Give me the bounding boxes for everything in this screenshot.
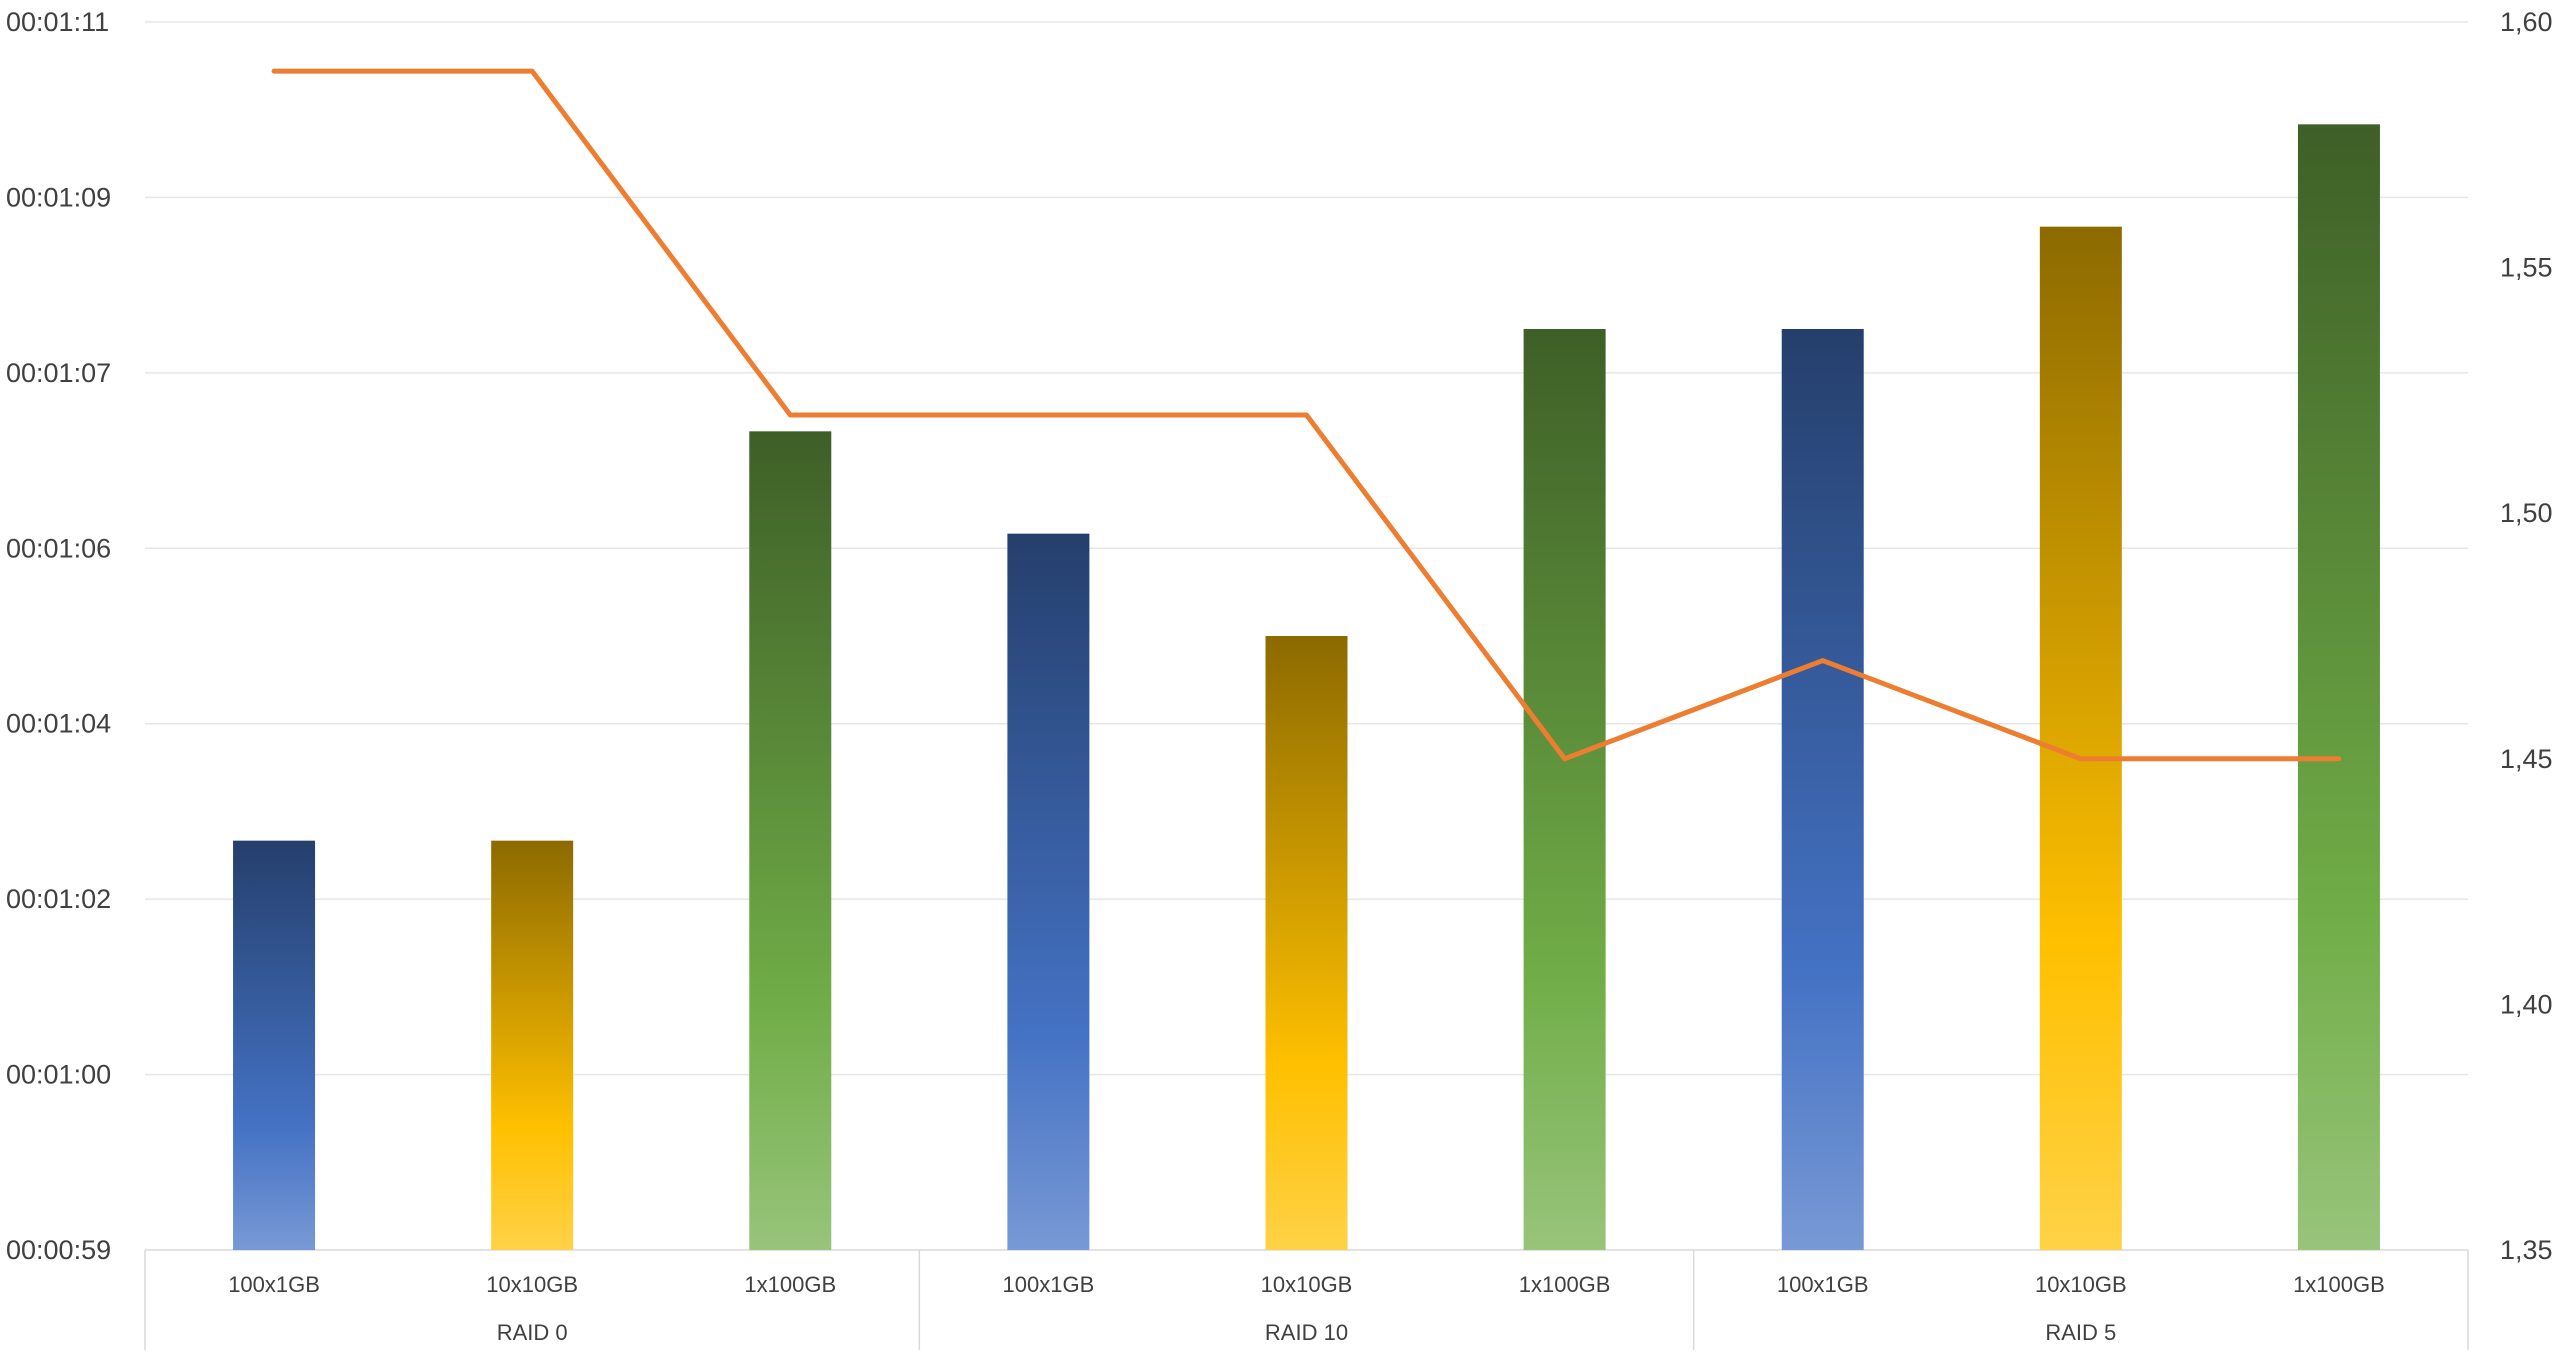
x-group-label: RAID 5 xyxy=(2045,1320,2116,1345)
x-tick-label: 1x100GB xyxy=(1519,1272,1611,1297)
y-right-tick-label: 1,35 xyxy=(2500,1235,2553,1265)
x-tick-label: 100x1GB xyxy=(1003,1272,1095,1297)
x-group-label: RAID 0 xyxy=(497,1320,568,1345)
y-right-tick-label: 1,55 xyxy=(2500,253,2553,283)
y-right-tick-label: 1,40 xyxy=(2500,989,2553,1019)
x-tick-label: 10x10GB xyxy=(2035,1272,2127,1297)
bar xyxy=(491,841,573,1250)
x-tick-label: 1x100GB xyxy=(2293,1272,2385,1297)
x-group-label: RAID 10 xyxy=(1265,1320,1348,1345)
x-tick-label: 100x1GB xyxy=(1777,1272,1869,1297)
bar xyxy=(2298,124,2380,1250)
y-left-tick-label: 00:00:59 xyxy=(6,1235,111,1265)
y-right-tick-label: 1,45 xyxy=(2500,744,2553,774)
bar xyxy=(233,841,315,1250)
bar xyxy=(1266,636,1348,1250)
x-tick-label: 100x1GB xyxy=(228,1272,320,1297)
bar xyxy=(1007,534,1089,1250)
y-left-tick-label: 00:01:09 xyxy=(6,182,111,212)
y-right-tick-label: 1,60 xyxy=(2500,7,2553,37)
x-tick-label: 1x100GB xyxy=(744,1272,836,1297)
y-left-tick-label: 00:01:00 xyxy=(6,1060,111,1090)
y-right-tick-label: 1,50 xyxy=(2500,498,2553,528)
bar xyxy=(749,431,831,1250)
y-axis-right: 1,35 1,40 1,45 1,50 1,55 1,60 xyxy=(2500,7,2553,1265)
x-tick-label: 10x10GB xyxy=(486,1272,578,1297)
x-tick-label: 10x10GB xyxy=(1261,1272,1353,1297)
y-axis-left: 00:00:59 00:01:00 00:01:02 00:01:04 00:01:06… xyxy=(6,7,111,1265)
y-left-tick-label: 00:01:02 xyxy=(6,884,111,914)
bar xyxy=(1524,329,1606,1250)
bar-series xyxy=(233,124,2380,1250)
y-left-tick-label: 00:01:06 xyxy=(6,533,111,563)
y-left-tick-label: 00:01:11 xyxy=(6,7,109,37)
y-left-tick-label: 00:01:04 xyxy=(6,709,111,739)
x-axis: 100x1GB 10x10GB 1x100GB 100x1GB 10x10GB 1x100… xyxy=(145,1250,2468,1350)
bar xyxy=(2040,227,2122,1250)
y-left-tick-label: 00:01:07 xyxy=(6,358,111,388)
bar xyxy=(1782,329,1864,1250)
